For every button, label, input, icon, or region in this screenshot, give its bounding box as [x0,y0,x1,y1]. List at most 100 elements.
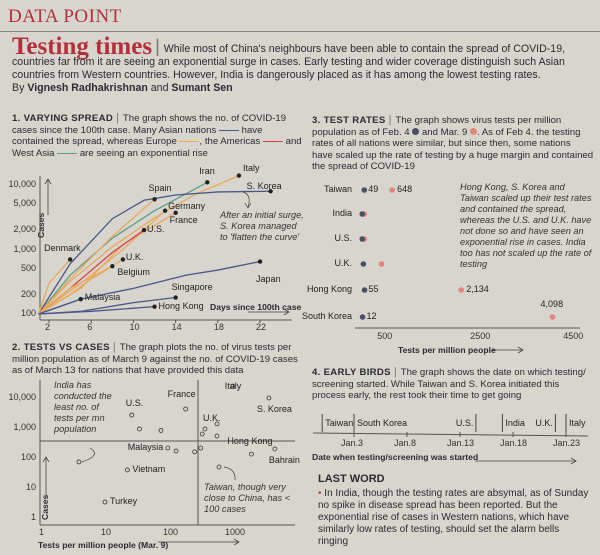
mar9-dot [458,287,465,293]
author-1: Vignesh Radhakrishnan [27,82,148,94]
row-label: India [332,208,352,218]
scatter-point [137,426,142,432]
event-label: Italy [569,418,586,428]
headline: Testing times [12,33,153,60]
chart4-right-arrow [475,457,577,465]
series-label: U.K. [125,252,144,263]
chart4-desc: The graph shows the date on which testin… [312,367,586,402]
y-tick-label: 1 [30,512,36,522]
chart1-desc-1: The graph shows the no. of COVID-19 case… [12,113,287,136]
chart1-right-arrow [248,308,290,316]
chart1-desc-3: , the Americas [199,136,261,148]
point-label: Italy [224,381,242,392]
chart2-india-annotation: India has conducted the least no. of tes… [54,380,112,434]
chart4-description: 4. EARLY BIRDS | The graph shows the date … [312,366,594,402]
y-tick-label: 2,000 [13,224,36,235]
chart3-x-label: Tests per million people [398,345,496,355]
annotation-arrow [242,191,252,209]
event-label: South Korea [357,418,408,428]
point-label: U.K. [202,412,221,423]
x-tick-label: Jan.3 [341,438,364,448]
scatter-point [158,428,164,433]
author-2: Sumant Sen [171,82,233,94]
chart2-taiwan-annotation: Taiwan, though very close to China, has … [204,482,291,514]
series-line-hongkong [38,306,155,315]
series-label: Italy [242,162,260,173]
chart4-heading: 4. EARLY BIRDS [312,367,391,378]
series-end-dot [268,189,273,194]
series-end-dot [78,296,83,302]
event-label: U.S. [455,418,474,428]
mar9-dot [378,261,385,267]
intro: Testing times | While most of China's neig… [12,34,592,95]
pipe-divider: | [112,341,116,353]
series-end-dot [205,180,210,185]
legend-americas-swatch [262,141,283,143]
bullet-icon: • [318,488,322,499]
scatter-point [173,448,179,454]
event-label: Taiwan [325,418,354,428]
feb4-dot [359,314,366,320]
x-tick-label: Jan.18 [500,438,528,448]
chart3-desc-3: . As of Feb 4. the testing rates of all … [312,126,594,173]
pipe-divider: | [116,112,119,124]
series-label: Germany [168,200,206,211]
x-tick-label: Jan.23 [553,438,581,448]
scatter-point [272,446,278,452]
chart1-desc-4: and West Asia [12,136,302,159]
mar9-dot [549,314,556,320]
chart2-up-arrow [42,456,50,498]
series-line-belgium [38,265,113,315]
series-label: S. Korea [246,181,282,192]
series-label: Belgium [117,267,150,278]
mar9-value-label: 648 [397,184,413,194]
series-end-dot [110,264,115,269]
scatter-point [76,459,82,465]
series-label: Hong Kong [158,300,204,311]
pipe-divider: | [388,114,392,126]
scatter-point [125,467,130,473]
chart2-y-label: Cases [40,494,50,520]
scatter-point [192,449,198,455]
chart3-description: 3. TEST RATES | The graph shows virus test… [312,114,594,173]
feb4-dot [359,211,366,217]
series-end-dot [236,173,242,178]
point-label: S. Korea [256,404,292,414]
row-label: South Korea [301,311,352,321]
x-tick-label: 1 [39,527,45,537]
x-tick-label: 2 [45,322,51,332]
series-end-dot [141,227,147,233]
row-label: U.K. [334,258,352,268]
y-tick-label: 10,000 [8,392,36,402]
chart1-heading: 1. VARYING SPREAD [12,113,114,124]
y-tick-label: 10 [25,482,36,492]
scatter-point [129,412,135,418]
chart1-desc-2: have contained the spread, whereas Europ… [12,124,263,148]
mar9-value-label: 4,098 [540,299,564,309]
x-tick-label: 22 [256,322,267,332]
point-label: U.S. [125,398,144,409]
row-label: Hong Kong [306,284,352,294]
chart1-y-label: Cases [36,212,46,238]
chart3-heading: 3. TEST RATES [312,115,386,126]
x-tick-label: 100 [163,527,179,537]
chart2-description: 2. TESTS VS CASES | The graph plots the no… [12,341,304,377]
mar9-value-label: 2,134 [466,284,489,294]
x-tick-label: Jan.8 [394,438,417,448]
chart3-annotation: Hong Kong, S. Korea and Taiwan scaled up… [460,182,592,269]
feb4-dot [360,261,367,267]
row-label: U.S. [334,233,352,243]
x-tick-label: 18 [213,322,224,332]
feb4-dot [361,187,368,193]
series-label: Iran [199,166,215,177]
point-label: Malaysia [127,442,164,453]
mar9-dot [389,187,395,193]
feb4-value-label: 49 [368,184,379,194]
series-end-dot [173,295,178,300]
chart2-heading: 2. TESTS VS CASES [12,342,110,353]
chart3-desc-2: and Mar. 9 [421,126,468,138]
x-tick-label: 10 [101,527,112,537]
series-label: Spain [148,183,172,194]
chart1-x-label: Days since 100th case [210,302,302,312]
